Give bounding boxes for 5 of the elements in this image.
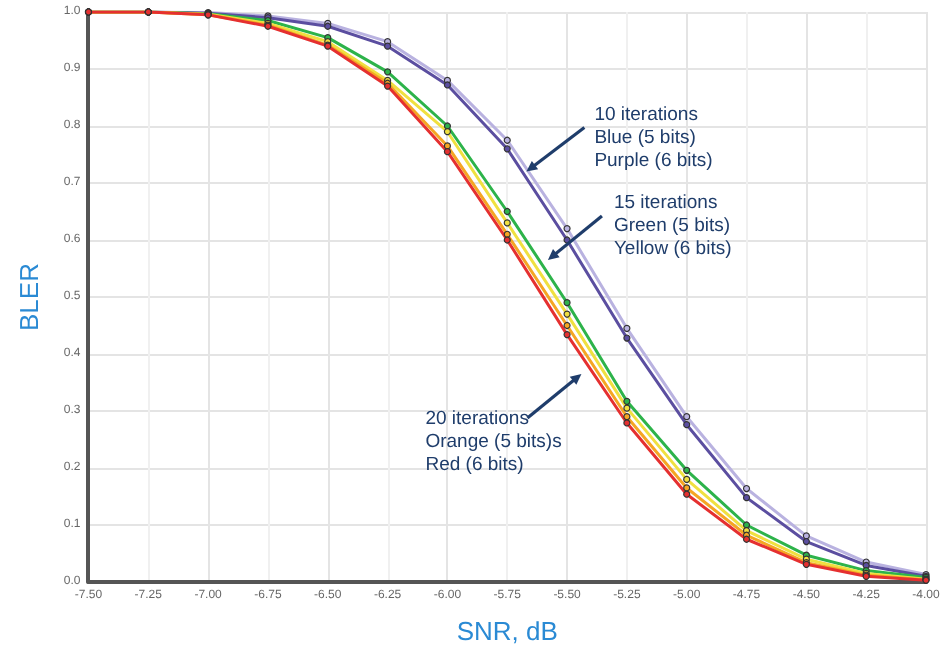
annotation: 15 iterations Green (5 bits) Yellow (6 bits) — [613, 192, 732, 261]
y-axis-title: BLER — [14, 263, 44, 331]
annotation: 10 iterations Blue (5 bits) Purple (6 bits) — [594, 104, 713, 173]
x-axis-title: SNR, dB — [456, 616, 558, 646]
annotation: 20 iterations Orange (5 bits)s Red (6 bits) — [425, 408, 563, 477]
